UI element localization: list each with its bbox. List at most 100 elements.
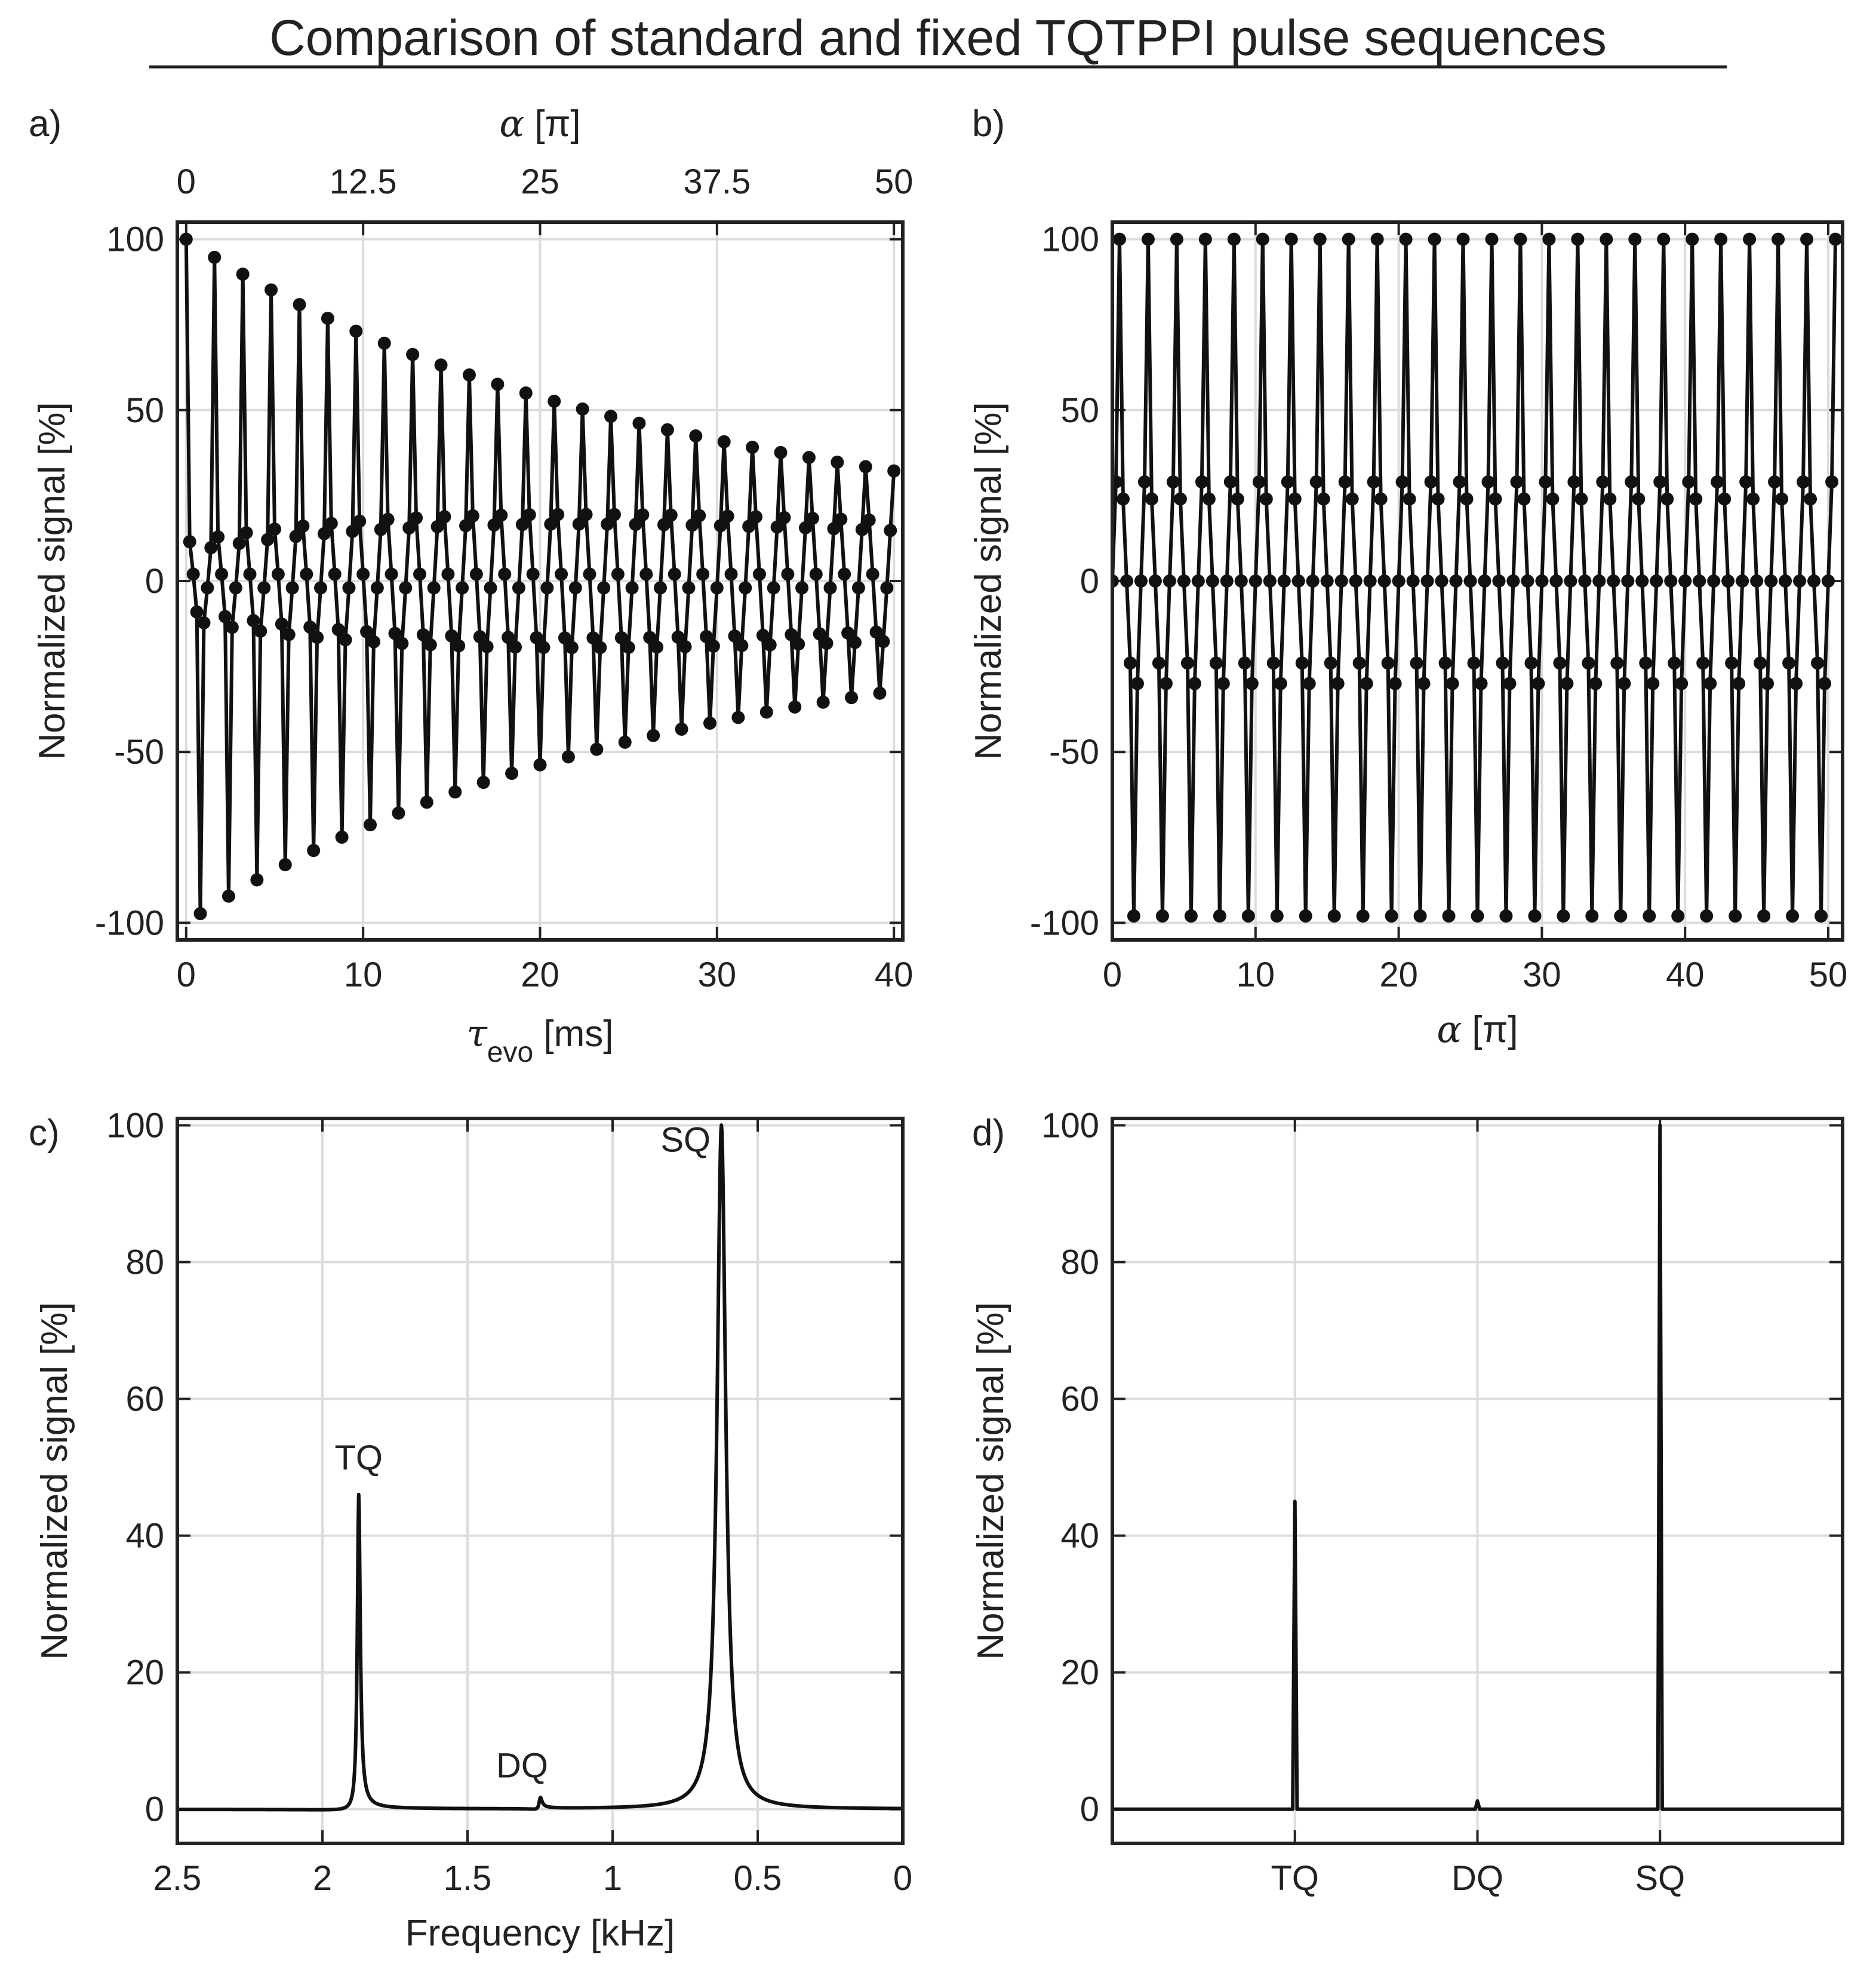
data-point — [1155, 909, 1169, 923]
data-point — [1643, 909, 1656, 923]
data-point — [1342, 232, 1355, 246]
data-point — [1227, 232, 1241, 246]
data-point — [873, 686, 887, 700]
data-point — [342, 581, 356, 595]
data-point — [636, 508, 650, 522]
data-point — [1141, 232, 1155, 246]
data-point — [1592, 574, 1606, 588]
data-point — [1693, 574, 1706, 588]
data-point — [1718, 492, 1732, 506]
data-point — [420, 795, 433, 809]
top-x-tick-label: 0 — [177, 162, 196, 201]
data-point — [859, 460, 872, 474]
data-point — [759, 705, 773, 719]
data-point — [805, 512, 819, 525]
data-point — [1231, 492, 1244, 506]
data-point — [1162, 574, 1176, 588]
data-point — [1252, 475, 1266, 489]
peak-label: DQ — [496, 1747, 548, 1785]
y-tick-label: 60 — [1060, 1380, 1099, 1419]
data-point — [438, 510, 451, 524]
data-point — [601, 517, 614, 531]
data-point — [1625, 475, 1638, 489]
data-point — [590, 742, 604, 756]
data-point — [1134, 574, 1148, 588]
data-point — [827, 522, 841, 536]
data-point — [374, 523, 387, 536]
data-point — [1560, 677, 1574, 690]
data-point — [752, 567, 766, 581]
data-point — [1152, 656, 1165, 670]
data-point — [1721, 574, 1735, 588]
data-point — [1367, 475, 1380, 489]
data-point — [614, 631, 628, 645]
top-x-tick-label: 37.5 — [683, 162, 751, 201]
data-point — [1700, 909, 1714, 923]
data-point — [565, 641, 579, 654]
data-point — [1524, 656, 1538, 670]
data-point — [1195, 475, 1208, 489]
data-point — [1793, 574, 1807, 588]
data-point — [1449, 574, 1463, 588]
data-point — [1191, 574, 1205, 588]
axes-frame — [176, 220, 905, 942]
data-point — [1600, 232, 1613, 246]
data-point — [1496, 656, 1509, 670]
x-tick-label: 20 — [1379, 955, 1418, 994]
data-point — [583, 567, 596, 581]
data-point — [1148, 574, 1162, 588]
data-point — [1617, 677, 1631, 690]
data-point — [537, 641, 551, 654]
data-point — [1632, 492, 1646, 506]
y-tick-label: 80 — [1060, 1243, 1099, 1282]
data-point — [1671, 909, 1685, 923]
data-point — [820, 637, 834, 650]
x-tick-label: 30 — [698, 955, 737, 994]
data-point — [267, 523, 281, 536]
y-tick-label: -50 — [1049, 733, 1099, 772]
series-line — [177, 1123, 903, 1812]
data-point — [597, 581, 611, 595]
data-point — [1675, 677, 1689, 690]
data-point — [717, 435, 731, 448]
x-tick-label: 40 — [875, 955, 914, 994]
data-point — [1220, 574, 1234, 588]
data-point — [1596, 475, 1610, 489]
data-point — [331, 623, 345, 637]
data-point — [877, 635, 890, 649]
data-point — [335, 830, 349, 844]
data-point — [1707, 574, 1721, 588]
data-point — [664, 508, 678, 522]
data-point — [469, 567, 483, 581]
data-point — [1657, 232, 1671, 246]
data-point — [746, 441, 759, 454]
data-point — [611, 567, 625, 581]
x-tick-label: DQ — [1451, 1859, 1503, 1898]
data-point — [728, 629, 742, 643]
y-tick-label: -50 — [114, 733, 164, 772]
x-tick-label: 50 — [1809, 955, 1848, 994]
data-point — [254, 625, 267, 638]
data-point — [265, 283, 278, 297]
x-tick-label: 40 — [1666, 955, 1705, 994]
data-point — [551, 508, 565, 521]
data-point — [1180, 656, 1194, 670]
data-point — [1471, 909, 1484, 923]
data-point — [1807, 574, 1821, 588]
data-point — [767, 581, 780, 595]
x-tick-label: TQ — [1271, 1859, 1319, 1898]
data-point — [349, 324, 363, 338]
data-point — [1234, 574, 1248, 588]
data-point — [685, 518, 699, 532]
data-point — [416, 628, 430, 642]
data-point — [1345, 492, 1359, 506]
x-axis-label: τevo [ms] — [466, 1012, 613, 1068]
data-point — [1646, 677, 1660, 690]
data-point — [1639, 656, 1653, 670]
data-point — [1274, 677, 1287, 690]
data-point — [1435, 574, 1448, 588]
data-point — [328, 567, 342, 581]
data-point — [360, 625, 374, 638]
data-point — [781, 567, 795, 581]
y-tick-label: 50 — [1060, 391, 1099, 430]
